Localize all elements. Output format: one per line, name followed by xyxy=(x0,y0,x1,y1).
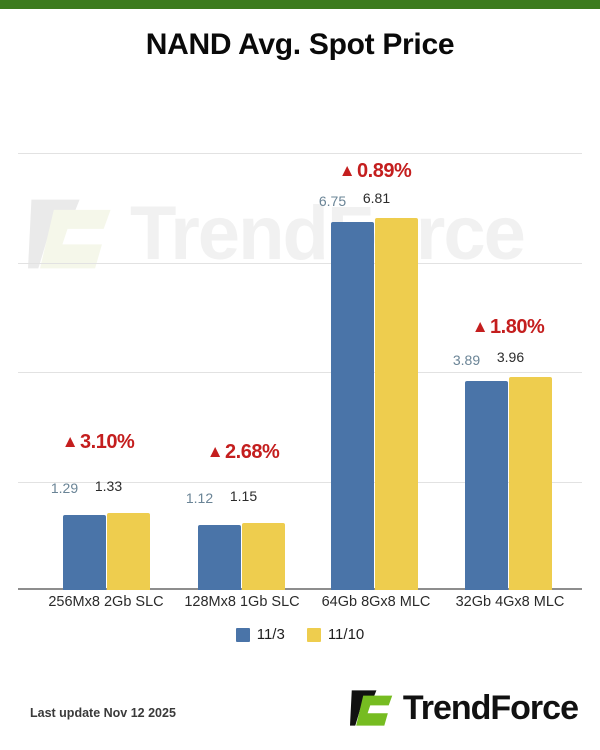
bar-value: 6.75 xyxy=(318,193,347,209)
bar-value: 6.81 xyxy=(362,190,391,206)
bar-value: 1.29 xyxy=(50,480,79,496)
trendforce-logo-icon xyxy=(349,686,394,730)
gridline xyxy=(18,263,582,264)
legend-item-series-1[interactable]: 11/3 xyxy=(235,626,285,643)
bar-value: 1.15 xyxy=(229,488,258,504)
bar-value: 3.96 xyxy=(496,349,525,365)
change-badge: ▲ 3.10% xyxy=(43,431,153,454)
change-badge: ▲ 1.80% xyxy=(453,316,563,339)
bar-series-1[interactable] xyxy=(331,222,374,590)
x-axis-label: 128Mx8 1Gb SLC xyxy=(184,594,300,610)
legend-item-series-2[interactable]: 11/10 xyxy=(306,626,365,643)
bar-series-2[interactable] xyxy=(242,523,285,590)
up-arrow-icon: ▲ xyxy=(471,317,489,336)
bar-value: 1.12 xyxy=(185,490,214,506)
x-axis-label: 256Mx8 2Gb SLC xyxy=(48,594,164,610)
trendforce-brand-logo: TrendForce xyxy=(349,686,579,730)
legend-label: 11/10 xyxy=(327,626,365,643)
gridline xyxy=(18,482,582,483)
legend-label: 11/3 xyxy=(256,626,285,643)
change-value: 1.80% xyxy=(490,316,545,338)
bar-value: 3.89 xyxy=(452,352,481,368)
legend-swatch-icon xyxy=(306,627,321,642)
brand-name: TrendForce xyxy=(402,689,579,727)
bar-series-1[interactable] xyxy=(63,515,106,590)
up-arrow-icon: ▲ xyxy=(338,161,356,180)
bar-series-2[interactable] xyxy=(107,513,150,590)
bar-series-2[interactable] xyxy=(375,218,418,590)
x-axis-label: 64Gb 8Gx8 MLC xyxy=(321,594,431,610)
x-axis-label: 32Gb 4Gx8 MLC xyxy=(455,594,565,610)
last-update-text: Last update Nov 12 2025 xyxy=(30,706,176,720)
bar-value: 1.33 xyxy=(94,478,123,494)
bar-series-2[interactable] xyxy=(509,377,552,590)
change-badge: ▲ 0.89% xyxy=(320,160,430,183)
gridline xyxy=(18,153,582,154)
bar-series-1[interactable] xyxy=(465,381,508,590)
chart-plot-area: ▲ 3.10% 1.29 1.33 ▲ 2.68% 1.12 1.15 ▲ 0.89%… xyxy=(0,140,600,590)
change-value: 0.89% xyxy=(357,160,412,182)
x-axis-line xyxy=(18,588,582,590)
up-arrow-icon: ▲ xyxy=(61,432,79,451)
change-badge: ▲ 2.68% xyxy=(188,441,298,464)
change-value: 2.68% xyxy=(225,441,280,463)
chart-legend: 11/3 11/10 xyxy=(0,626,600,643)
bar-series-1[interactable] xyxy=(198,525,241,590)
legend-swatch-icon xyxy=(235,627,250,642)
change-value: 3.10% xyxy=(80,431,135,453)
up-arrow-icon: ▲ xyxy=(206,442,224,461)
brand-accent-bar xyxy=(0,0,600,9)
page-title: NAND Avg. Spot Price xyxy=(145,28,455,61)
gridline xyxy=(18,372,582,373)
